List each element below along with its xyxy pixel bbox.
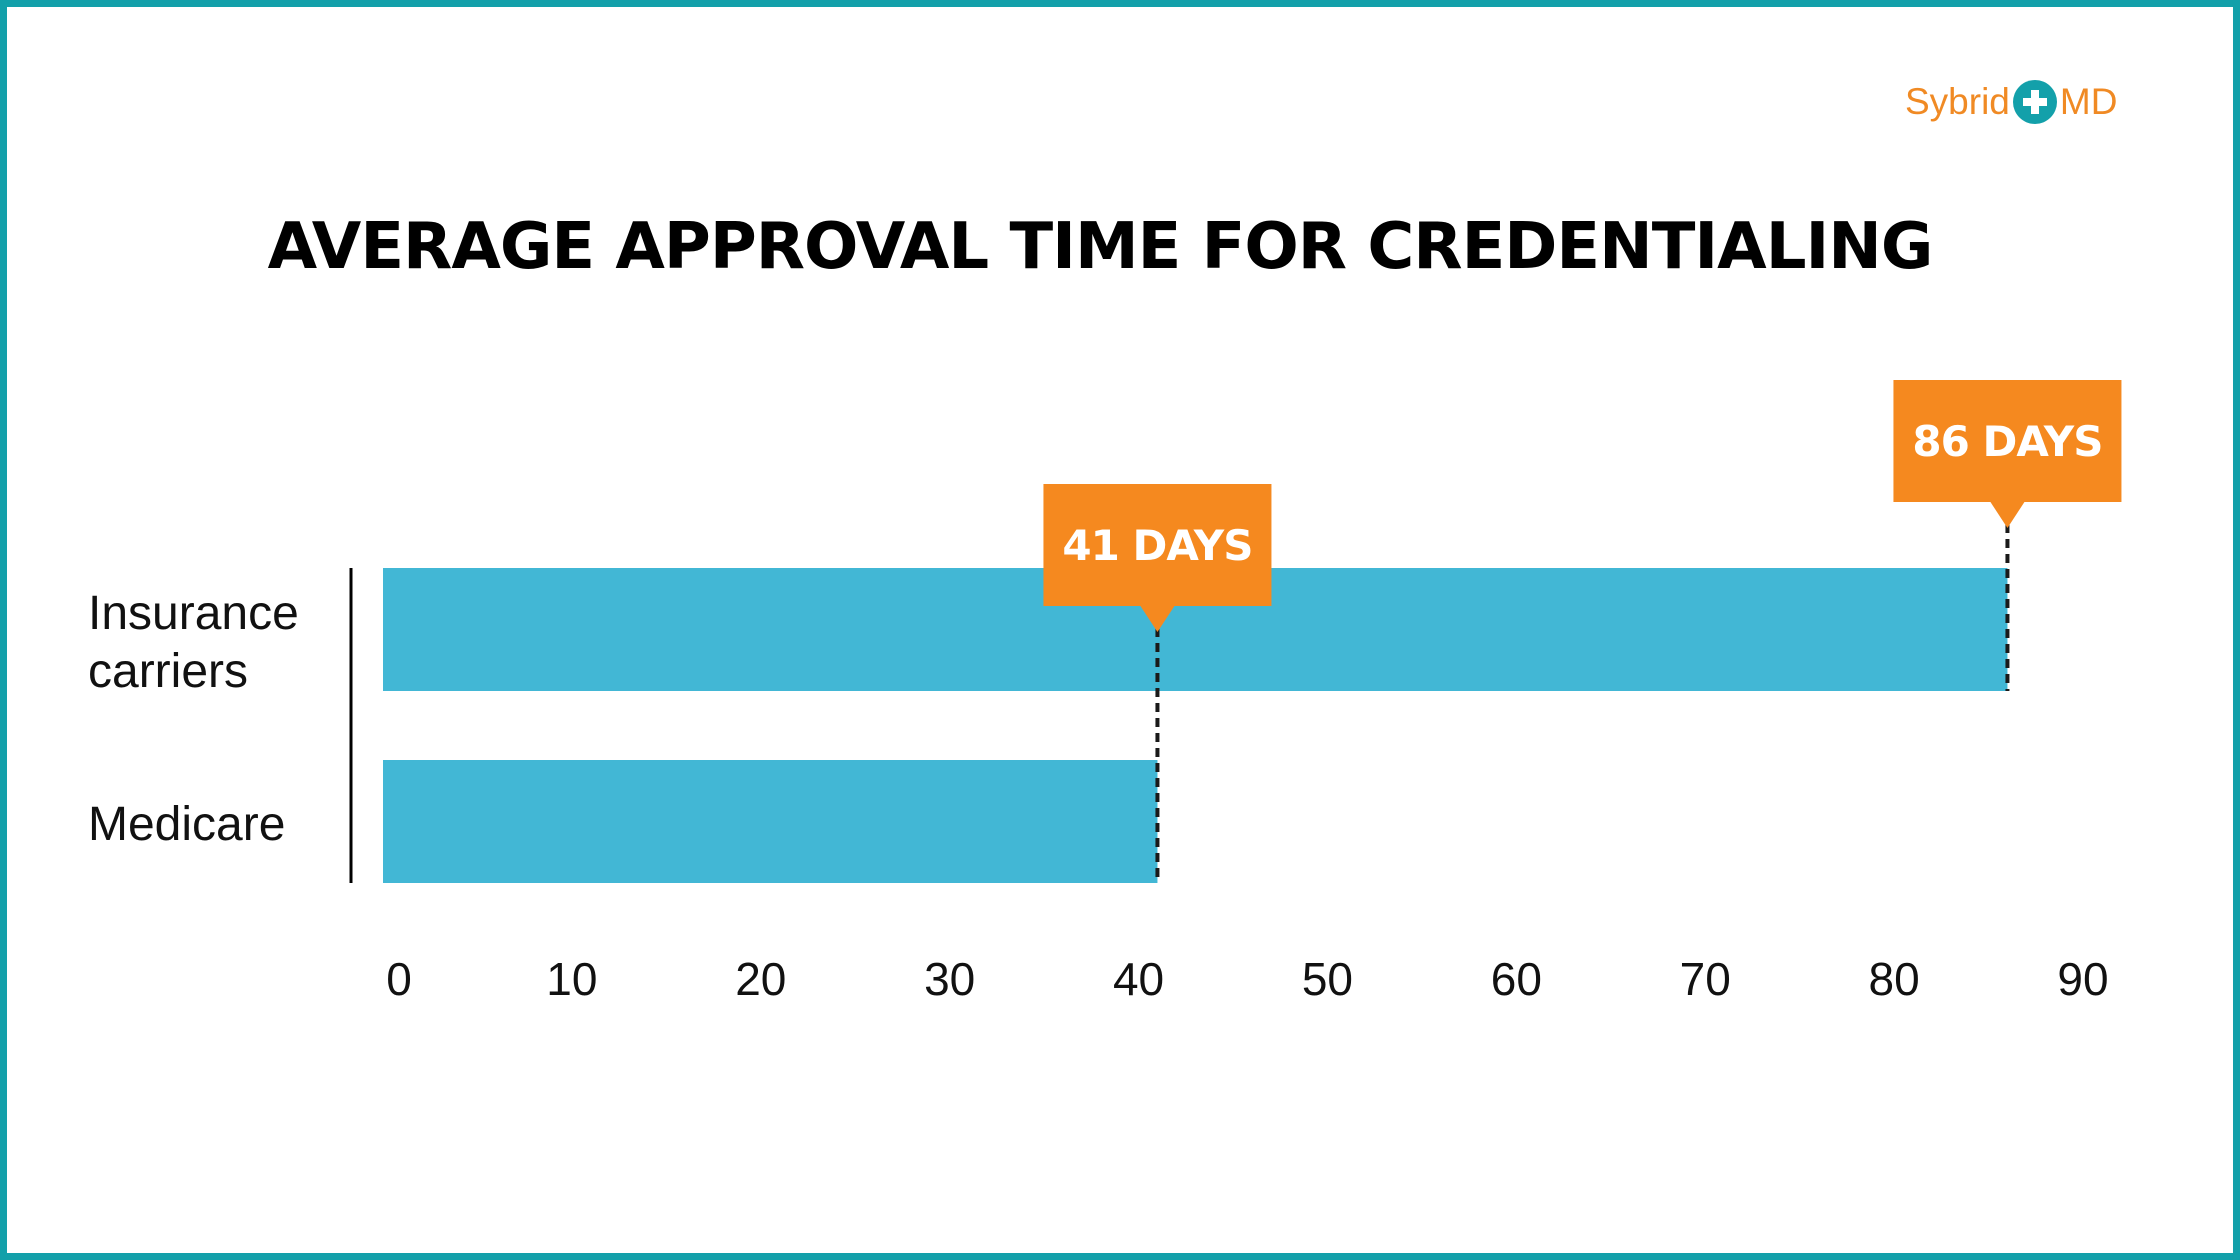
brand-name-left: Sybrid: [1905, 81, 2010, 122]
bar-1: [383, 760, 1158, 883]
x-tick-label-10: 10: [546, 953, 597, 1005]
chart-title: AVERAGE APPROVAL TIME FOR CREDENTIALING: [267, 210, 1934, 284]
brand-name-right: MD: [2059, 81, 2118, 122]
x-tick-label-30: 30: [924, 953, 975, 1005]
data-label-0: 86 DAYS: [1912, 417, 2102, 466]
x-tick-label-20: 20: [735, 953, 786, 1005]
brand-logo: Sybrid MD: [1905, 76, 2117, 128]
x-tick-label-80: 80: [1869, 953, 1920, 1005]
data-label-box-1: [1043, 484, 1272, 606]
plus-icon: [2012, 80, 2057, 124]
x-tick-label-0: 0: [386, 953, 412, 1005]
category-label-insurance: Insurance carriers: [88, 587, 299, 698]
x-tick-label-60: 60: [1491, 953, 1542, 1005]
x-tick-label-50: 50: [1302, 953, 1353, 1005]
x-tick-label-40: 40: [1113, 953, 1164, 1005]
x-tick-label-70: 70: [1680, 953, 1731, 1005]
data-label-pointer-0: [1990, 502, 2025, 528]
data-label-box-0: [1893, 380, 2122, 502]
category-label-medicare: Medicare: [88, 798, 286, 851]
data-label-pointer-1: [1140, 606, 1175, 632]
data-label-1: 41 DAYS: [1062, 521, 1252, 570]
x-tick-label-90: 90: [2057, 953, 2108, 1005]
